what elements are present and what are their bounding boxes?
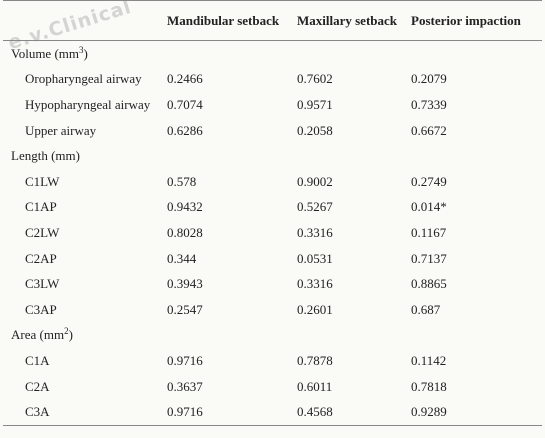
p-value-cell: 0.9716 <box>165 399 295 426</box>
p-value-cell: 0.687 <box>411 301 441 317</box>
p-value-cell: 0.6286 <box>167 122 203 138</box>
table-row: Hypopharyngeal airway 0.7074 0.9571 0.7339 <box>3 92 542 118</box>
p-value-cell: 0.7137 <box>411 250 447 266</box>
p-value-cell: 0.3637 <box>167 378 203 394</box>
header-maxillary-setback: Maxillary setback <box>295 0 409 41</box>
p-value-cell: 0.9289 <box>409 399 542 426</box>
group-label-suffix: ) <box>83 45 88 61</box>
group-label-text: Volume (mm <box>11 45 80 61</box>
p-value-cell: 0.6672 <box>411 122 447 138</box>
p-value-cell: 0.7818 <box>411 378 447 394</box>
p-value-cell: 0.2601 <box>297 301 333 317</box>
p-value-cell: 0.0531 <box>297 250 333 266</box>
group-label-text: Area (mm <box>11 327 65 343</box>
group-row: Volume (mm3) <box>3 41 542 67</box>
p-value-cell: 0.9002 <box>297 173 333 189</box>
row-label: C1A <box>25 352 50 368</box>
row-label: C2AP <box>25 250 57 266</box>
row-label: C3LW <box>25 276 60 292</box>
p-value-cell: 0.5267 <box>297 199 333 215</box>
table-row: C2LW 0.8028 0.3316 0.1167 <box>3 220 542 246</box>
p-value-cell: 0.2749 <box>411 173 447 189</box>
table-row: C1LW 0.578 0.9002 0.2749 <box>3 169 542 195</box>
p-value-cell: 0.9716 <box>167 352 203 368</box>
row-label: Oropharyngeal airway <box>25 71 142 87</box>
table-body: Volume (mm3) Oropharyngeal airway 0.2466 0.… <box>3 41 542 426</box>
p-value-cell: 0.1142 <box>411 352 447 368</box>
group-row: Length (mm) <box>3 143 542 169</box>
p-value-cell: 0.014* <box>411 199 447 215</box>
header-mandibular-setback: Mandibular setback <box>165 0 295 41</box>
row-label: C3A <box>3 399 165 426</box>
p-value-cell: 0.3943 <box>167 276 203 292</box>
group-label-suffix: ) <box>68 327 73 343</box>
table-row: C1A 0.9716 0.7878 0.1142 <box>3 348 542 374</box>
table-row: Upper airway 0.6286 0.2058 0.6672 <box>3 118 542 144</box>
p-value-cell: 0.3316 <box>297 224 333 240</box>
p-value-cell: 0.7602 <box>297 71 333 87</box>
p-value-cell: 0.344 <box>167 250 197 266</box>
group-label-superscript: 3 <box>79 44 84 55</box>
group-label: Volume (mm3) <box>3 41 542 67</box>
p-value-cell: 0.3316 <box>297 276 333 292</box>
row-label: C1AP <box>25 199 57 215</box>
results-table-container: Mandibular setback Maxillary setback Pos… <box>3 0 542 426</box>
p-value-cell: 0.2058 <box>297 122 333 138</box>
row-label: C2LW <box>25 224 60 240</box>
results-table: Mandibular setback Maxillary setback Pos… <box>3 0 542 426</box>
p-value-cell: 0.9432 <box>167 199 203 215</box>
p-value-cell: 0.9571 <box>297 96 333 112</box>
row-label: C3AP <box>25 301 57 317</box>
group-label-text: Length (mm) <box>11 148 80 164</box>
row-label: Upper airway <box>25 122 97 138</box>
table-row: C3A 0.9716 0.4568 0.9289 <box>3 399 542 426</box>
p-value-cell: 0.7339 <box>411 96 447 112</box>
row-label: C2A <box>25 378 50 394</box>
group-label-superscript: 2 <box>64 326 69 337</box>
p-value-cell: 0.8865 <box>411 276 447 292</box>
row-label: C1LW <box>25 173 60 189</box>
table-header-row: Mandibular setback Maxillary setback Pos… <box>3 0 542 41</box>
table-row: C2A 0.3637 0.6011 0.7818 <box>3 374 542 400</box>
p-value-cell: 0.8028 <box>167 224 203 240</box>
table-row: Oropharyngeal airway 0.2466 0.7602 0.2079 <box>3 67 542 93</box>
p-value-cell: 0.7074 <box>167 96 203 112</box>
table-row: C2AP 0.344 0.0531 0.7137 <box>3 246 542 272</box>
group-label: Area (mm2) <box>3 323 542 349</box>
p-value-cell: 0.4568 <box>295 399 409 426</box>
header-cell-blank <box>3 0 165 41</box>
p-value-cell: 0.2079 <box>411 71 447 87</box>
table-row: C1AP 0.9432 0.5267 0.014* <box>3 195 542 221</box>
p-value-cell: 0.7878 <box>297 352 333 368</box>
p-value-cell: 0.2547 <box>167 301 203 317</box>
p-value-cell: 0.578 <box>167 173 197 189</box>
table-row: C3AP 0.2547 0.2601 0.687 <box>3 297 542 323</box>
p-value-cell: 0.6011 <box>297 378 333 394</box>
header-posterior-impaction: Posterior impaction <box>409 0 542 41</box>
group-row: Area (mm2) <box>3 323 542 349</box>
p-value-cell: 0.2466 <box>167 71 203 87</box>
group-label: Length (mm) <box>3 143 542 169</box>
table-row: C3LW 0.3943 0.3316 0.8865 <box>3 271 542 297</box>
p-value-cell: 0.1167 <box>411 224 447 240</box>
row-label: Hypopharyngeal airway <box>25 96 151 112</box>
